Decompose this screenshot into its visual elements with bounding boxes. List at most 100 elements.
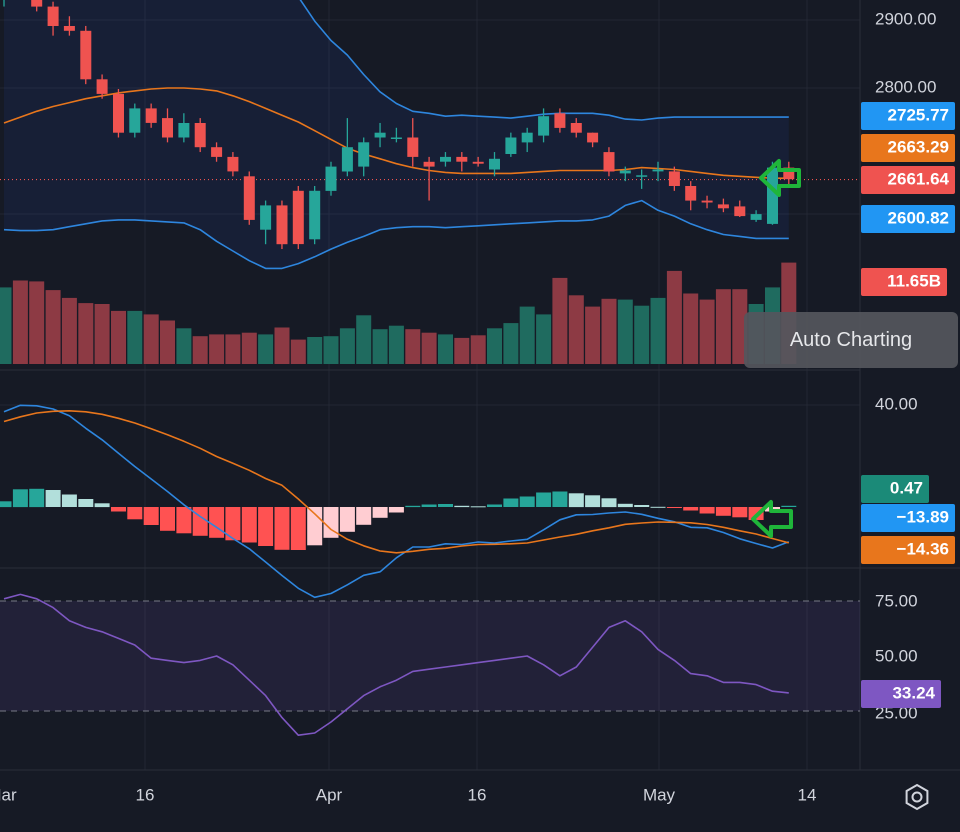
candle-body	[309, 190, 321, 240]
macd-histogram-bar	[683, 507, 699, 511]
macd-histogram-bar	[127, 507, 143, 520]
macd-histogram-bar	[143, 507, 159, 525]
volume-bar	[519, 306, 535, 364]
candle-body	[505, 137, 517, 154]
candle-body	[456, 156, 468, 162]
gear-icon	[905, 783, 929, 811]
volume-bar	[111, 310, 126, 364]
volume-bar	[258, 334, 274, 364]
volume-bar	[634, 305, 650, 364]
y-tick-label: 40.00	[875, 394, 918, 413]
price-badges: 2725.77 2663.29 2661.64 2600.82 11.65B 0.47 −1…	[861, 102, 955, 708]
x-tick-label: Mar	[0, 785, 17, 804]
macd-histogram-bar	[781, 505, 797, 507]
candle-body	[587, 132, 599, 143]
volume-bar	[12, 280, 28, 364]
volume-bar	[372, 329, 388, 364]
volume-bar	[470, 335, 486, 364]
y-tick-label: 50.00	[875, 646, 918, 665]
candle-body	[227, 156, 239, 172]
macd-histogram-bar	[78, 499, 94, 507]
candle-body	[554, 113, 566, 128]
macd-histogram-bar	[290, 507, 306, 550]
candle-body	[570, 123, 582, 133]
candle-body	[489, 158, 500, 170]
macd-histogram-bar	[568, 493, 584, 508]
histogram-badge: 0.47	[890, 478, 923, 497]
candle-body	[668, 171, 680, 186]
macd-histogram-bar	[552, 491, 568, 507]
volume-bar	[699, 299, 715, 364]
last-price-badge: 2661.64	[888, 169, 950, 188]
candle-body	[538, 116, 550, 136]
macd-histogram-bar	[699, 507, 715, 514]
x-tick-label: 16	[468, 785, 487, 804]
macd-histogram-bar	[388, 507, 404, 513]
upper-band-badge-bg	[861, 102, 955, 130]
volume-bar	[192, 336, 208, 364]
arrows	[751, 159, 801, 538]
candle-body	[423, 161, 435, 167]
volume-bar	[323, 336, 339, 364]
lower-band-badge-bg	[861, 205, 955, 233]
rsi-line-group	[3, 593, 789, 736]
x-tick-label: Apr	[316, 785, 343, 804]
rsi-panel	[0, 600, 860, 712]
volume-bar	[160, 320, 175, 364]
last-price-badge-bg	[861, 166, 955, 194]
macd-histogram-bar	[160, 507, 175, 531]
signal-badge-bg	[861, 536, 955, 564]
candle-body	[325, 166, 337, 191]
candle-body	[390, 137, 402, 139]
macd-histogram-bar	[519, 496, 535, 507]
macd-histogram-bar	[405, 505, 421, 508]
x-tick-label: 14	[798, 785, 817, 804]
tooltip-label: Auto Charting	[789, 328, 913, 351]
candle-body	[472, 161, 484, 164]
volume-bar	[29, 281, 45, 364]
y-tick-label: 25.00	[875, 703, 918, 722]
macd-histogram-bar	[617, 503, 633, 508]
candle-body	[162, 118, 173, 138]
volume-bar	[61, 297, 77, 364]
volume-bar	[209, 334, 225, 364]
macd-histogram-bar	[601, 498, 617, 508]
macd-histogram-bar	[421, 504, 437, 507]
volume-bar	[683, 293, 699, 364]
volume-bar	[650, 297, 666, 364]
macd-histogram-bar	[585, 495, 601, 508]
candle-body	[767, 167, 778, 224]
macd-histogram-bar	[225, 507, 241, 541]
macd-histogram-bar	[438, 504, 453, 507]
macd-histogram-bar	[12, 489, 28, 508]
volume-bar	[617, 299, 633, 364]
macd-histogram-bar	[323, 507, 339, 538]
signal-badge: −14.36	[897, 539, 949, 558]
macd-histogram-bar	[487, 504, 502, 507]
candle-body	[341, 147, 353, 172]
volume-bar	[127, 310, 143, 364]
settings-button[interactable]	[902, 782, 932, 812]
candle-body	[113, 93, 124, 133]
x-tick-label: 16	[136, 785, 155, 804]
volume-bar	[666, 270, 682, 364]
volume-bar	[503, 323, 519, 364]
candle-body	[292, 190, 304, 245]
volume-bar	[536, 314, 552, 364]
volume-bar	[307, 337, 323, 364]
candle-body	[129, 108, 141, 133]
price-panel	[0, 0, 860, 270]
macd-histogram-bar	[634, 505, 650, 507]
volume-bar	[78, 303, 94, 364]
candle-body	[750, 214, 762, 220]
y-tick-label: 2800.00	[875, 77, 936, 96]
bollinger-upper-line	[299, 0, 789, 121]
axis-labels: 2900.00 2800.00 40.00 75.00 50.00 25.00 Mar 16 A…	[0, 9, 936, 804]
candle-body	[194, 123, 206, 148]
macd-badge: −13.89	[897, 507, 949, 526]
auto-charting-tooltip: Auto Charting	[744, 312, 958, 368]
candle-body	[701, 200, 713, 203]
volume-bar	[176, 328, 192, 364]
candle-body	[783, 167, 795, 180]
candle-body	[80, 30, 92, 80]
